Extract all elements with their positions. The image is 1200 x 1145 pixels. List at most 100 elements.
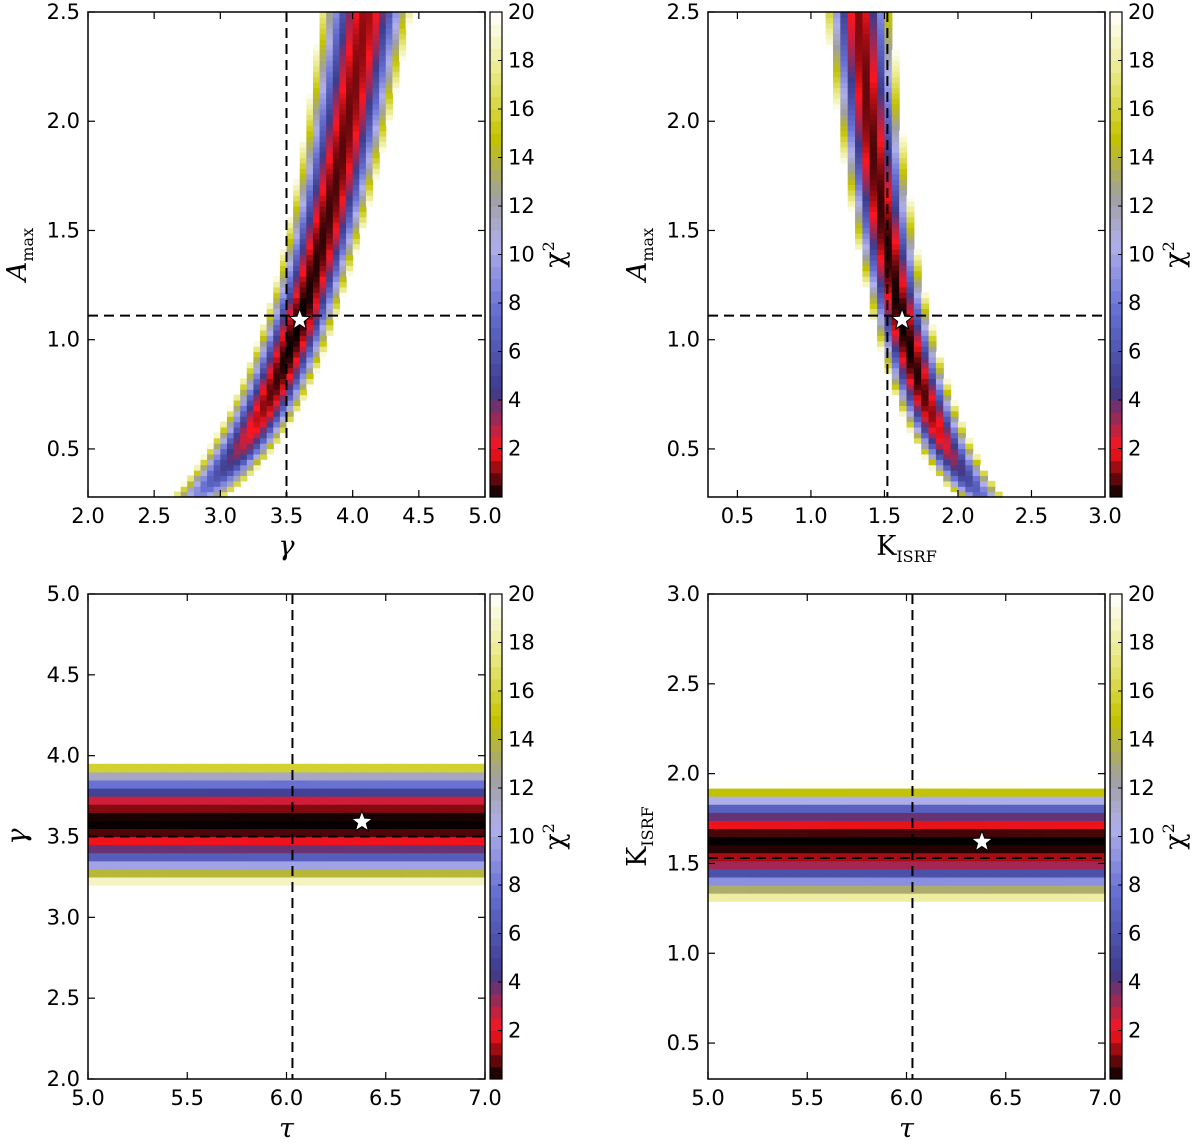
colorbar-tick-label: 18 <box>508 49 535 73</box>
heatmap-cell <box>906 405 915 412</box>
heatmap-cell <box>847 200 856 207</box>
heatmap-cell <box>279 276 288 283</box>
heatmap-cell <box>425 828 446 838</box>
heatmap-cell <box>1005 796 1027 805</box>
heatmap-cell <box>299 200 307 207</box>
colorbar-segment <box>1110 315 1122 328</box>
heatmap-cell <box>921 367 930 374</box>
heatmap-cell <box>385 28 393 35</box>
heatmap-cell <box>372 98 380 105</box>
colorbar-segment <box>490 763 502 777</box>
heatmap-cell <box>1085 876 1106 886</box>
heatmap-cell <box>286 876 307 886</box>
heatmap-cell <box>339 49 347 56</box>
heatmap-cell <box>884 286 893 293</box>
heatmap-cell <box>727 796 749 805</box>
heatmap-cell <box>877 211 886 218</box>
heatmap-cell <box>359 173 367 180</box>
heatmap-cell <box>306 373 314 380</box>
heatmap-cell <box>1005 820 1027 830</box>
heatmap-cell <box>965 464 974 471</box>
heatmap-cell <box>240 453 248 460</box>
heatmap-cell <box>928 448 937 455</box>
heatmap-cell <box>855 28 863 35</box>
heatmap-cell <box>372 162 380 169</box>
heatmap-cell <box>899 184 908 191</box>
heatmap-cell <box>385 796 407 805</box>
heatmap-cell <box>326 211 334 218</box>
heatmap-cell <box>385 60 393 67</box>
heatmap-cell <box>167 836 188 846</box>
heatmap-cell <box>286 303 294 309</box>
heatmap-cell <box>266 852 288 862</box>
heatmap-cell <box>207 486 215 493</box>
heatmap-cell <box>306 114 314 121</box>
heatmap-cell <box>379 130 387 137</box>
heatmap-cell <box>273 351 281 358</box>
heatmap-cell <box>332 297 341 304</box>
heatmap-cell <box>246 771 268 781</box>
heatmap-cell <box>312 119 321 126</box>
heatmap-cell <box>906 416 915 423</box>
heatmap-cell <box>293 254 301 261</box>
heatmap-cell <box>312 216 321 223</box>
heatmap-cell <box>405 868 427 878</box>
heatmap-cell <box>207 480 215 487</box>
heatmap-cell <box>926 828 947 838</box>
heatmap-cell <box>946 885 967 894</box>
heatmap-cell <box>862 189 871 196</box>
heatmap-cell <box>869 232 878 239</box>
heatmap-cell <box>332 44 341 51</box>
colorbar-segment <box>490 84 502 98</box>
x-tick-label: 5.0 <box>691 1086 724 1110</box>
heatmap-cell <box>1045 868 1066 878</box>
heatmap-cell <box>899 383 908 390</box>
heatmap-cell <box>226 421 235 428</box>
heatmap-cell <box>339 173 347 180</box>
heatmap-cell <box>921 437 930 444</box>
heatmap-cell <box>966 876 987 886</box>
heatmap-cell <box>379 92 387 99</box>
heatmap-cell <box>306 356 314 363</box>
heatmap-cell <box>913 286 922 293</box>
heatmap-cell <box>326 92 334 99</box>
heatmap-cell <box>950 443 959 450</box>
heatmap-cell <box>906 860 927 870</box>
colorbar-tick-label: 18 <box>1128 49 1155 73</box>
heatmap-cell <box>339 168 347 175</box>
x-tick-label: 5.0 <box>71 1086 104 1110</box>
heatmap-cell <box>855 232 863 239</box>
heatmap-cell <box>987 491 996 498</box>
heatmap-cell <box>233 464 241 471</box>
heatmap-cell <box>213 486 221 493</box>
heatmap-cell <box>943 416 952 423</box>
heatmap-cell <box>326 71 334 78</box>
heatmap-cell <box>326 44 334 51</box>
heatmap-cell <box>359 216 367 223</box>
heatmap-cell <box>260 416 268 423</box>
heatmap-cell <box>273 383 281 390</box>
heatmap-cell <box>884 206 893 212</box>
heatmap-cell <box>306 162 314 169</box>
heatmap-cell <box>855 22 863 29</box>
colorbar-segment <box>1110 12 1122 25</box>
heatmap-cell <box>193 480 202 487</box>
heatmap-cell <box>787 804 808 813</box>
heatmap-cell <box>326 276 334 283</box>
heatmap-cell <box>869 119 878 126</box>
heatmap-cell <box>913 389 922 396</box>
heatmap-cell <box>372 92 380 99</box>
heatmap-cell <box>862 98 871 105</box>
heatmap-cell <box>319 232 327 239</box>
heatmap-cell <box>886 828 908 838</box>
heatmap-cell <box>840 109 849 115</box>
heatmap-cell <box>891 383 900 390</box>
colorbar-segment <box>1110 654 1122 668</box>
heatmap-cell <box>862 249 871 256</box>
heatmap-cell <box>88 788 109 797</box>
heatmap-cell <box>392 17 400 24</box>
heatmap-cell <box>884 211 893 218</box>
heatmap-cell <box>266 426 274 433</box>
colorbar-segment <box>490 788 502 801</box>
heatmap-cell <box>877 17 886 24</box>
